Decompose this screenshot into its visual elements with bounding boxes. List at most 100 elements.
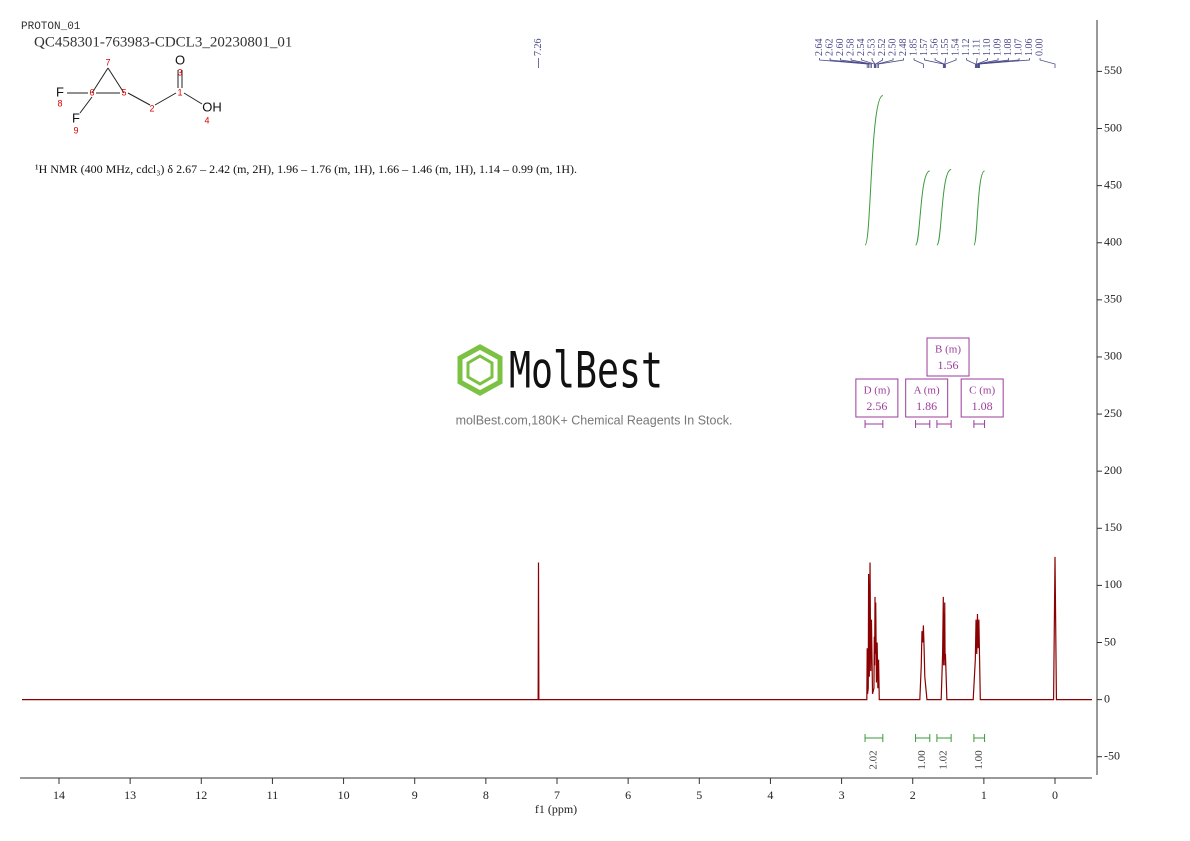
atom-number: 1 bbox=[177, 87, 182, 97]
peak-leader bbox=[819, 58, 868, 68]
atom-symbol: F bbox=[72, 110, 80, 125]
peak-label: 1.56 bbox=[929, 39, 940, 57]
peak-leader bbox=[1039, 58, 1056, 68]
atom-number: 9 bbox=[73, 125, 78, 135]
peak-label: 1.11 bbox=[971, 39, 982, 56]
experiment-name: PROTON_01 bbox=[21, 21, 81, 33]
integral-curve bbox=[915, 170, 931, 246]
multiplet-bracket bbox=[973, 420, 986, 428]
peak-leader bbox=[977, 58, 999, 68]
logo-ring bbox=[466, 354, 494, 386]
bond bbox=[107, 67, 125, 94]
peak-leader bbox=[966, 58, 976, 68]
x-tick-label: 11 bbox=[267, 788, 279, 802]
multiplet-box bbox=[905, 378, 949, 418]
y-tick-label: 550 bbox=[1104, 63, 1122, 77]
peak-label: 2.58 bbox=[845, 39, 856, 57]
bond bbox=[79, 96, 93, 114]
multiplet-name: D (m) bbox=[864, 385, 891, 397]
integral-value: 1.00 bbox=[973, 750, 985, 770]
atom-symbol: O bbox=[175, 52, 185, 67]
atom-number: 5 bbox=[121, 87, 126, 97]
watermark-tagline: molBest.com,180K+ Chemical Reagents In S… bbox=[456, 413, 733, 427]
y-tick-label: 350 bbox=[1104, 292, 1122, 306]
peak-leader bbox=[840, 58, 871, 68]
multiplet-bracket bbox=[936, 420, 952, 428]
atom-number: 6 bbox=[89, 87, 94, 97]
peak-label: 1.06 bbox=[1024, 39, 1035, 57]
integral-bracket bbox=[936, 734, 952, 742]
peak-label: 1.57 bbox=[919, 39, 930, 57]
integral-curve bbox=[973, 170, 986, 246]
atom-number: 4 bbox=[204, 115, 209, 125]
multiplet-bracket bbox=[864, 420, 884, 428]
peak-leader bbox=[878, 58, 904, 68]
peak-leader bbox=[945, 58, 957, 68]
x-tick-label: 4 bbox=[767, 788, 773, 802]
peak-label: 1.10 bbox=[982, 39, 993, 57]
peak-label: 1.09 bbox=[992, 39, 1003, 57]
y-tick-label: 100 bbox=[1104, 577, 1122, 591]
integral-curve bbox=[936, 169, 952, 246]
peak-label: 1.55 bbox=[940, 39, 951, 57]
peak-label: 1.08 bbox=[1003, 38, 1014, 56]
atom-number: 2 bbox=[149, 103, 154, 113]
integral-value: 1.00 bbox=[916, 750, 928, 770]
bond bbox=[154, 92, 177, 106]
watermark-brand: MolBest bbox=[509, 342, 663, 400]
x-tick-label: 9 bbox=[412, 788, 418, 802]
peak-label: 2.48 bbox=[898, 39, 909, 57]
multiplet-shift: 2.56 bbox=[866, 399, 887, 413]
x-tick-label: 13 bbox=[124, 788, 136, 802]
peak-leader bbox=[977, 58, 1009, 68]
multiplet-name: A (m) bbox=[914, 385, 940, 397]
peak-label: 2.50 bbox=[887, 39, 898, 57]
integral-value: 2.02 bbox=[867, 750, 879, 769]
atom-number: 8 bbox=[57, 98, 62, 108]
peak-leader bbox=[876, 58, 894, 68]
peak-label: 2.64 bbox=[814, 39, 825, 57]
x-tick-label: 12 bbox=[195, 788, 207, 802]
y-tick-label: -50 bbox=[1104, 748, 1120, 762]
y-tick-label: 250 bbox=[1104, 406, 1122, 420]
atom-symbol: OH bbox=[202, 99, 222, 114]
peak-label: 1.85 bbox=[908, 39, 919, 57]
peak-label: 2.60 bbox=[835, 39, 846, 57]
peak-leader bbox=[871, 58, 876, 68]
peak-label: 1.54 bbox=[950, 39, 961, 57]
peak-leader bbox=[934, 58, 945, 68]
logo-hexagon bbox=[457, 344, 503, 396]
x-tick-label: 1 bbox=[981, 788, 987, 802]
x-tick-label: 6 bbox=[625, 788, 631, 802]
nmr-description: ¹H NMR (400 MHz, cdcl₃) δ 2.67 – 2.42 (m… bbox=[35, 162, 577, 176]
x-tick-label: 10 bbox=[338, 788, 350, 802]
atom-number: 7 bbox=[105, 57, 110, 67]
x-tick-label: 0 bbox=[1052, 788, 1058, 802]
multiplet-name: C (m) bbox=[969, 385, 995, 397]
peak-label: 0.00 bbox=[1034, 39, 1045, 57]
multiplet-shift: 1.86 bbox=[916, 399, 937, 413]
x-tick-label: 14 bbox=[53, 788, 65, 802]
integral-bracket bbox=[915, 734, 931, 742]
x-tick-label: 7 bbox=[554, 788, 560, 802]
multiplet-shift: 1.08 bbox=[972, 399, 993, 413]
atom-symbol: F bbox=[56, 84, 64, 99]
integral-bracket bbox=[864, 734, 884, 742]
multiplet-shift: 1.56 bbox=[938, 358, 959, 372]
peak-label: 1.12 bbox=[961, 39, 972, 57]
y-tick-label: 400 bbox=[1104, 234, 1122, 248]
peak-label: 1.07 bbox=[1013, 38, 1024, 56]
integral-bracket bbox=[973, 734, 986, 742]
peak-leader bbox=[861, 58, 875, 68]
y-tick-label: 200 bbox=[1104, 463, 1122, 477]
peak-leader bbox=[944, 58, 946, 68]
peak-leader bbox=[978, 58, 1020, 68]
multiplet-box bbox=[855, 378, 899, 418]
y-tick-label: 50 bbox=[1104, 634, 1116, 648]
y-tick-label: 300 bbox=[1104, 349, 1122, 363]
peak-leader bbox=[913, 58, 924, 68]
peak-label: 2.52 bbox=[877, 39, 888, 57]
x-tick-label: 3 bbox=[839, 788, 845, 802]
